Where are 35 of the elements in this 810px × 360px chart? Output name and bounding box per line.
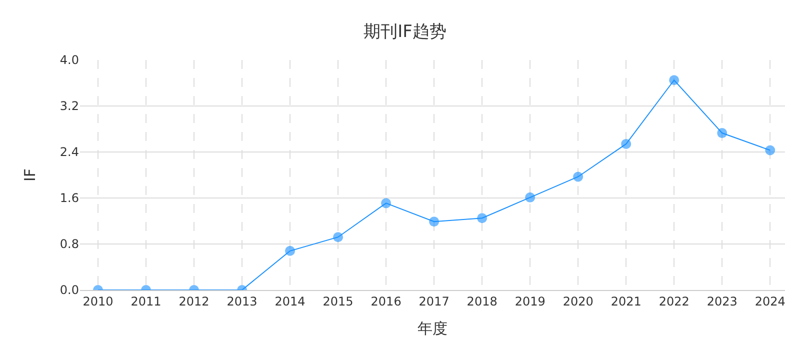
x-tick-label: 2012 xyxy=(178,294,210,308)
point xyxy=(669,75,680,86)
point xyxy=(621,138,632,149)
x-tick-label: 2021 xyxy=(610,294,642,308)
point xyxy=(333,232,344,242)
x-tick-label: 2017 xyxy=(418,294,450,308)
point xyxy=(477,213,488,224)
point xyxy=(573,172,584,182)
y-tick-label: 2.4 xyxy=(60,145,79,160)
x-tick-label: 2023 xyxy=(706,294,738,308)
x-tick-label: 2014 xyxy=(274,294,306,308)
x-tick-label: 2018 xyxy=(466,294,498,308)
x-tick-label: 2010 xyxy=(82,294,114,308)
y-axis-title: IF xyxy=(21,168,40,182)
y-tick-label: 0.8 xyxy=(60,237,79,252)
y-tick-label: 4.0 xyxy=(60,53,79,68)
x-tick-label: 2022 xyxy=(658,294,690,308)
point xyxy=(285,246,296,256)
y-tick-label: 1.6 xyxy=(60,191,79,206)
point xyxy=(525,192,536,202)
point xyxy=(717,128,728,138)
point xyxy=(381,198,392,208)
x-tick-label: 2019 xyxy=(514,294,546,308)
x-tick-label: 2020 xyxy=(562,294,594,308)
x-axis-title: 年度 xyxy=(418,319,448,338)
x-tick-label: 2016 xyxy=(370,294,402,308)
point xyxy=(765,145,776,156)
y-tick-label: 0.0 xyxy=(60,283,79,298)
x-tick-label: 2024 xyxy=(754,294,786,308)
x-tick-label: 2013 xyxy=(226,294,258,308)
chart-title: 期刊IF趋势 xyxy=(364,22,446,42)
x-tick-label: 2015 xyxy=(322,294,354,308)
y-tick-label: 3.2 xyxy=(60,99,79,114)
x-tick-label: 2011 xyxy=(130,294,162,308)
point xyxy=(429,216,440,227)
